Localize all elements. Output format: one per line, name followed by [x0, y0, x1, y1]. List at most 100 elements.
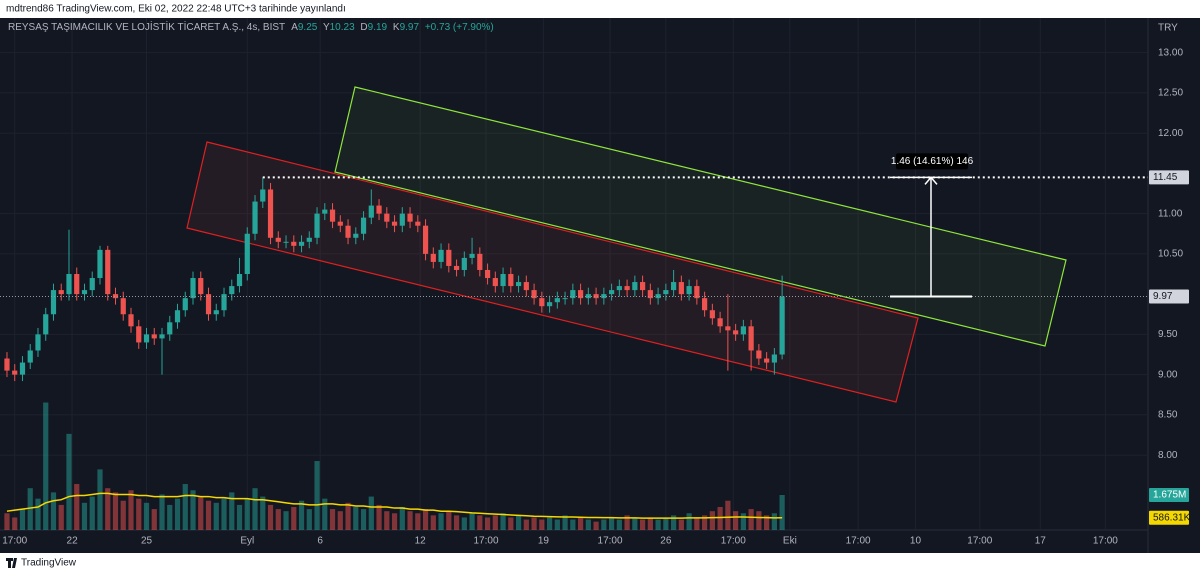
candle-body — [702, 298, 708, 311]
candle-body — [229, 286, 235, 295]
volume-bar — [384, 511, 390, 530]
volume-bar — [345, 502, 351, 530]
candle-body — [446, 249, 452, 266]
candle-body — [686, 286, 692, 295]
volume-bar — [577, 517, 584, 530]
x-tick-label: 17:00 — [2, 536, 27, 547]
candle-body — [725, 326, 731, 331]
footer-bar — [0, 553, 1200, 573]
volume-bar — [484, 517, 491, 530]
volume-bar — [275, 509, 281, 530]
candle-body — [477, 253, 483, 270]
candle-body — [267, 189, 274, 238]
candle-body — [632, 282, 638, 291]
candle-body — [322, 209, 328, 214]
measure-label: 1.46 (14.61%) 146 — [891, 156, 974, 167]
volume-bar — [624, 515, 630, 530]
candle-body — [205, 294, 212, 315]
y-tick-label: 10.50 — [1158, 249, 1183, 260]
candle-body — [252, 201, 258, 234]
x-tick-label: 17:00 — [474, 536, 499, 547]
candle-body — [97, 249, 103, 279]
volume-bar — [314, 461, 320, 530]
candle-body — [190, 278, 196, 299]
candle-body — [27, 350, 33, 363]
volume-bar — [469, 513, 475, 530]
candle-body — [182, 298, 188, 311]
volume-bar — [407, 511, 413, 530]
volume-bar — [97, 469, 103, 530]
ma-last-label-box — [1149, 510, 1189, 525]
volume-bar — [671, 515, 677, 530]
volume-bar — [198, 496, 204, 530]
volume-bar — [461, 517, 467, 530]
x-tick-label: 17:00 — [598, 536, 623, 547]
volume-last-label: 1.675M — [1153, 490, 1186, 501]
volume-bar — [756, 511, 762, 530]
volume-bar — [422, 509, 429, 530]
y-tick-label: 12.00 — [1158, 128, 1183, 139]
candle-body — [764, 358, 770, 363]
measure-label-box — [896, 153, 968, 170]
volume-bar — [779, 494, 785, 530]
candle-body — [771, 354, 777, 363]
volume-bar — [438, 513, 444, 530]
y-tick-label: 12.50 — [1158, 88, 1183, 99]
volume-bar — [43, 402, 49, 530]
x-tick-label: 17:00 — [846, 536, 871, 547]
volume-bar — [143, 502, 150, 530]
candle-body — [539, 298, 545, 307]
volume-bar — [453, 515, 460, 530]
y-tick-label: 13.00 — [1158, 47, 1183, 58]
volume-bar — [539, 519, 545, 530]
volume-bar — [329, 509, 336, 530]
candle-body — [159, 334, 165, 339]
volume-bar — [748, 509, 754, 530]
candle-body — [469, 253, 475, 258]
candle-body — [221, 294, 227, 311]
volume-bar — [74, 484, 80, 530]
candle-body — [717, 318, 723, 327]
volume-bar — [764, 515, 770, 530]
candle-body — [593, 294, 599, 299]
candle-body — [577, 290, 584, 299]
volume-bar — [678, 519, 684, 530]
candle-body — [19, 362, 26, 375]
y-tick-label: 8.50 — [1158, 410, 1178, 421]
candle-body — [198, 278, 204, 295]
volume-bar — [182, 484, 188, 530]
volume-bar — [12, 517, 18, 530]
volume-bar — [446, 511, 452, 530]
volume-bar — [733, 511, 739, 530]
volume-bar — [244, 498, 250, 530]
legend-value: 9.19 — [368, 22, 388, 33]
volume-bar — [391, 513, 398, 530]
candle-body — [329, 209, 336, 222]
volume-bar — [368, 496, 374, 530]
grid — [0, 18, 1148, 530]
candle-body — [640, 282, 646, 291]
volume-bar — [306, 509, 312, 530]
volume-bar — [554, 519, 560, 530]
volume-bar — [531, 517, 537, 530]
volume-bar — [562, 515, 568, 530]
legend-key: D — [360, 22, 367, 33]
candle-body — [733, 330, 739, 335]
volume-bar — [283, 511, 289, 530]
volume-bar — [640, 519, 646, 530]
candle-body — [756, 350, 762, 359]
candle-body — [105, 249, 111, 295]
legend-key: Y — [323, 22, 330, 33]
volume-bar — [267, 504, 274, 530]
volume-bar — [508, 517, 514, 530]
y-tick-label: 8.00 — [1158, 450, 1178, 461]
x-tick-label: 25 — [141, 536, 153, 547]
volume-bar — [81, 502, 88, 530]
volume-bar — [740, 513, 746, 530]
volume-bar — [260, 496, 266, 530]
volume-bar — [213, 502, 219, 530]
volume-bar — [120, 500, 126, 530]
y-tick-label: 9.00 — [1158, 369, 1178, 380]
candle-body — [399, 213, 405, 226]
